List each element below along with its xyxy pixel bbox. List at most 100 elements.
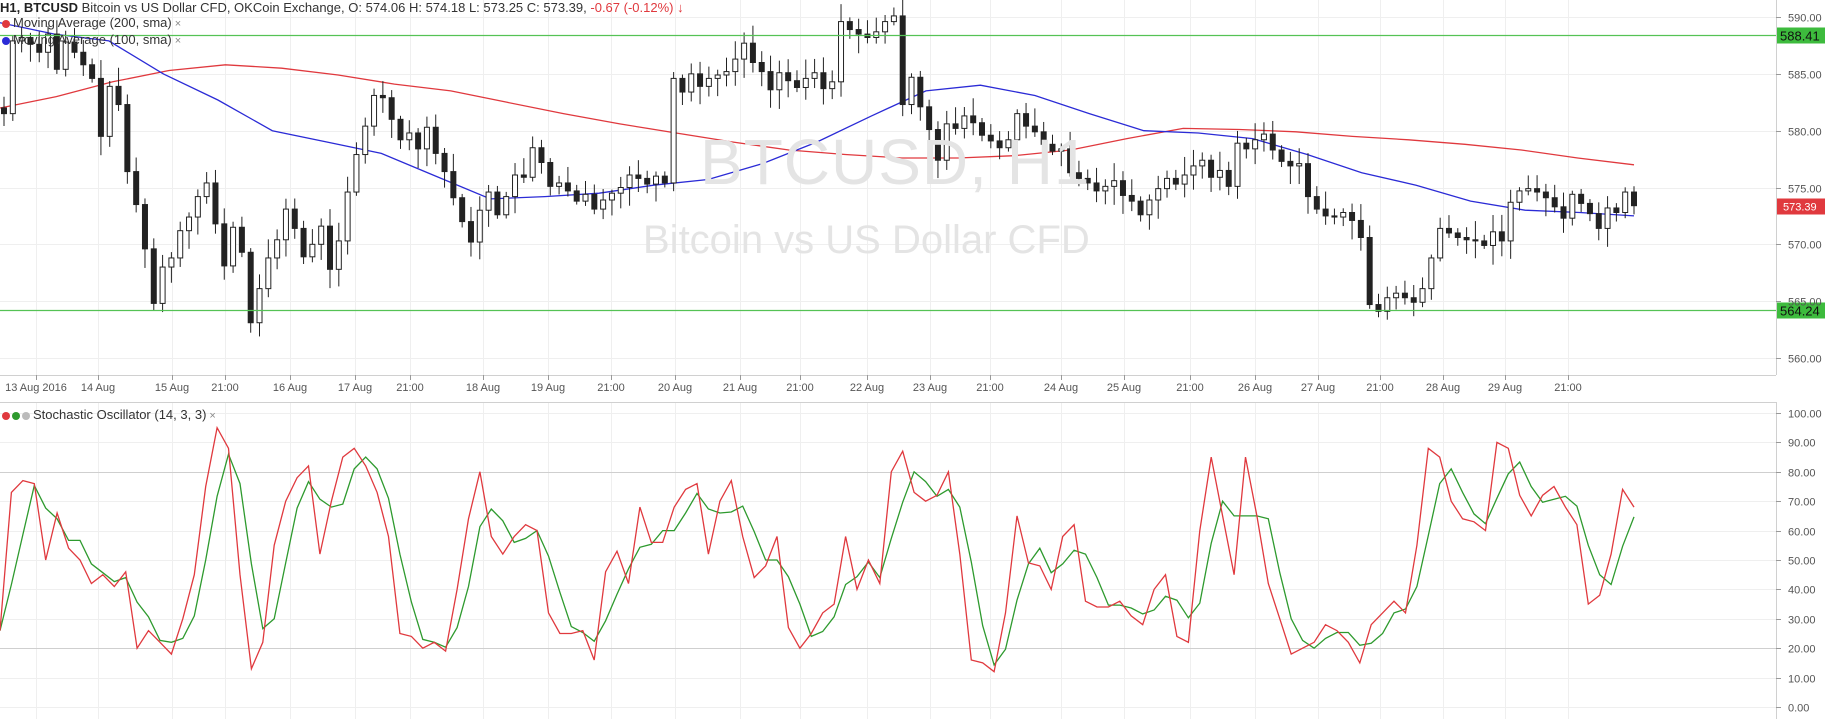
candle-body (1507, 201, 1514, 242)
candle-body (1357, 219, 1364, 238)
candle-body (1313, 196, 1320, 210)
candle-body (177, 230, 184, 259)
candle-body (582, 193, 589, 202)
candle-body (1216, 169, 1223, 178)
close-icon[interactable]: × (209, 410, 216, 422)
symbol-label[interactable]: H1, BTCUSD (0, 0, 79, 15)
candle-body (1234, 142, 1241, 187)
candle-body (1445, 227, 1452, 234)
candle-body (300, 227, 307, 258)
time-tick-label: 21:00 (786, 382, 814, 394)
candle-body (1119, 180, 1126, 196)
candle-body (802, 77, 809, 88)
candle-body (952, 123, 959, 129)
candle-body (397, 118, 404, 141)
candle-body (520, 174, 527, 178)
candle-body (124, 104, 131, 173)
time-tick-label: 16 Aug (273, 382, 307, 394)
candle-body (309, 243, 316, 258)
stoch-tick-label: 40.00 (1788, 585, 1816, 597)
legend-stochastic[interactable]: Stochastic Oscillator (14, 3, 3) × (0, 407, 216, 424)
chart-header: H1, BTCUSD Bitcoin vs US Dollar CFD, OKC… (0, 0, 684, 15)
candle-body (476, 209, 483, 243)
candle-body (1225, 169, 1232, 187)
legend-ma200[interactable]: Moving Average (200, sma) × (0, 15, 181, 32)
candle-body (1375, 304, 1382, 312)
time-tick-label: 13 Aug 2016 (5, 382, 67, 394)
candle-body (238, 226, 245, 253)
time-tick-label: 27 Aug (1301, 382, 1335, 394)
candle-body (934, 129, 941, 161)
candle-body (1260, 133, 1267, 141)
candle-body (327, 225, 333, 270)
candle-body (89, 64, 96, 79)
candle-body (62, 41, 69, 70)
horizontal-levels[interactable]: 588.41 564.24 573.39 (0, 27, 1825, 319)
candle-body (168, 257, 175, 268)
candle-body (793, 80, 800, 88)
candle-body (274, 239, 281, 259)
candle-body (1437, 227, 1444, 259)
close-icon[interactable]: × (174, 35, 182, 47)
candle-body (873, 31, 880, 38)
candle-body (388, 97, 395, 120)
time-tick-label: 21:00 (1554, 382, 1582, 394)
candle-body (450, 171, 457, 199)
time-tick-label: 21:00 (396, 382, 424, 394)
close-icon[interactable]: × (174, 18, 182, 30)
candle-body (855, 29, 862, 35)
time-tick-label: 24 Aug (1044, 382, 1078, 394)
candle-body (485, 191, 492, 211)
candle-body (556, 182, 563, 187)
time-tick-label: 19 Aug (531, 382, 565, 394)
candle-body (943, 123, 950, 161)
candle-body (970, 115, 977, 124)
change-readout: -0.67 (-0.12%) (590, 0, 674, 15)
stoch-tick-label: 50.00 (1788, 556, 1816, 568)
candle-body (335, 240, 342, 270)
candle-body (441, 152, 448, 173)
stochastic-label: Stochastic Oscillator (14, 3, 3) (33, 407, 207, 422)
time-tick-label: 21:00 (976, 382, 1004, 394)
candle-body (45, 33, 52, 53)
grey-dot-icon (22, 411, 30, 420)
candle-body (1014, 113, 1021, 141)
candle-body (9, 40, 16, 115)
candle-body (1551, 197, 1558, 208)
candle-body (212, 182, 219, 225)
candle-body (661, 175, 668, 184)
candle-body (247, 251, 254, 324)
candle-body (503, 196, 510, 216)
candle-body (529, 147, 536, 178)
candle-body (1287, 160, 1294, 167)
candle-body (961, 115, 968, 129)
candle-body (987, 134, 994, 142)
stochastic-lines (0, 425, 1635, 673)
moving-average-lines (0, 22, 1635, 217)
candle-body (1049, 143, 1056, 152)
candle-body (705, 77, 712, 87)
candle-body (1023, 113, 1030, 127)
candle-body (600, 199, 607, 210)
red-dot-icon (2, 411, 10, 420)
candle-body (1340, 212, 1347, 218)
candle-body (1366, 237, 1373, 306)
grid-lines (0, 0, 1776, 719)
candle-body (608, 192, 615, 201)
stoch-tick-label: 100.00 (1788, 409, 1822, 421)
price-tick-label: 575.00 (1788, 184, 1822, 196)
candle-body (1384, 297, 1391, 312)
candle-body (1172, 177, 1179, 185)
candle-body (1542, 191, 1549, 199)
candle-body (1164, 177, 1171, 190)
candle-body (1560, 206, 1567, 219)
stoch-tick-label: 60.00 (1788, 527, 1816, 539)
candle-body (820, 72, 827, 90)
time-tick-label: 21:00 (211, 382, 239, 394)
legend-ma100[interactable]: Moving Average (100, sma) × (0, 32, 181, 49)
watermark-subtitle: Bitcoin vs US Dollar CFD (643, 218, 1090, 262)
candle-body (415, 132, 422, 150)
candle-body (1498, 231, 1505, 242)
